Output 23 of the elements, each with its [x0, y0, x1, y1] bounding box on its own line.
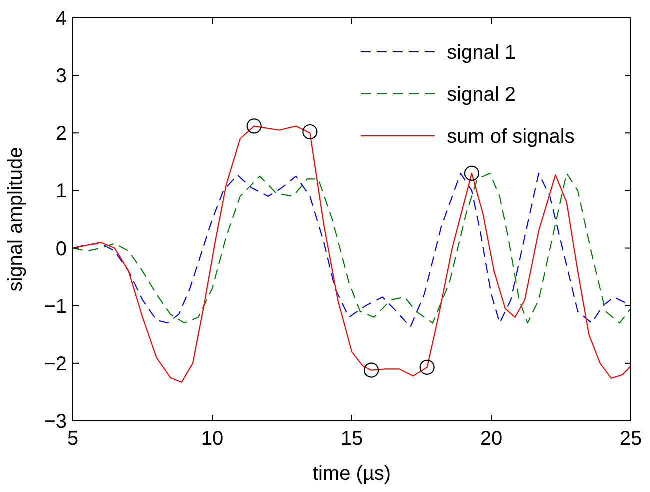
y-tick-label: 0	[56, 238, 67, 260]
y-tick-label: −2	[44, 353, 67, 376]
point	[420, 360, 435, 376]
x-axis-title: time (µs)	[312, 463, 392, 485]
legend-label: signal 2	[447, 84, 516, 106]
y-tick-label: 4	[56, 8, 67, 30]
x-tick-label: 5	[67, 428, 79, 450]
y-tick-label: −1	[44, 296, 67, 318]
x-tick-label: 10	[201, 428, 224, 450]
point	[464, 166, 480, 181]
legend-label: signal 1	[447, 42, 516, 64]
y-tick-label: 1	[56, 180, 67, 203]
y-tick-label: 2	[56, 123, 67, 146]
point	[364, 362, 380, 378]
y-axis-title: signal amplitude	[5, 147, 27, 292]
point	[246, 118, 262, 134]
x-tick-label: 25	[620, 428, 642, 450]
y-tick-label: 3	[56, 66, 67, 88]
x-tick-label: 15	[340, 428, 364, 450]
y-tick-label: −3	[44, 411, 67, 433]
x-tick-label: 20	[480, 428, 503, 450]
legend-label: sum of signals	[447, 126, 575, 148]
point	[302, 124, 318, 140]
